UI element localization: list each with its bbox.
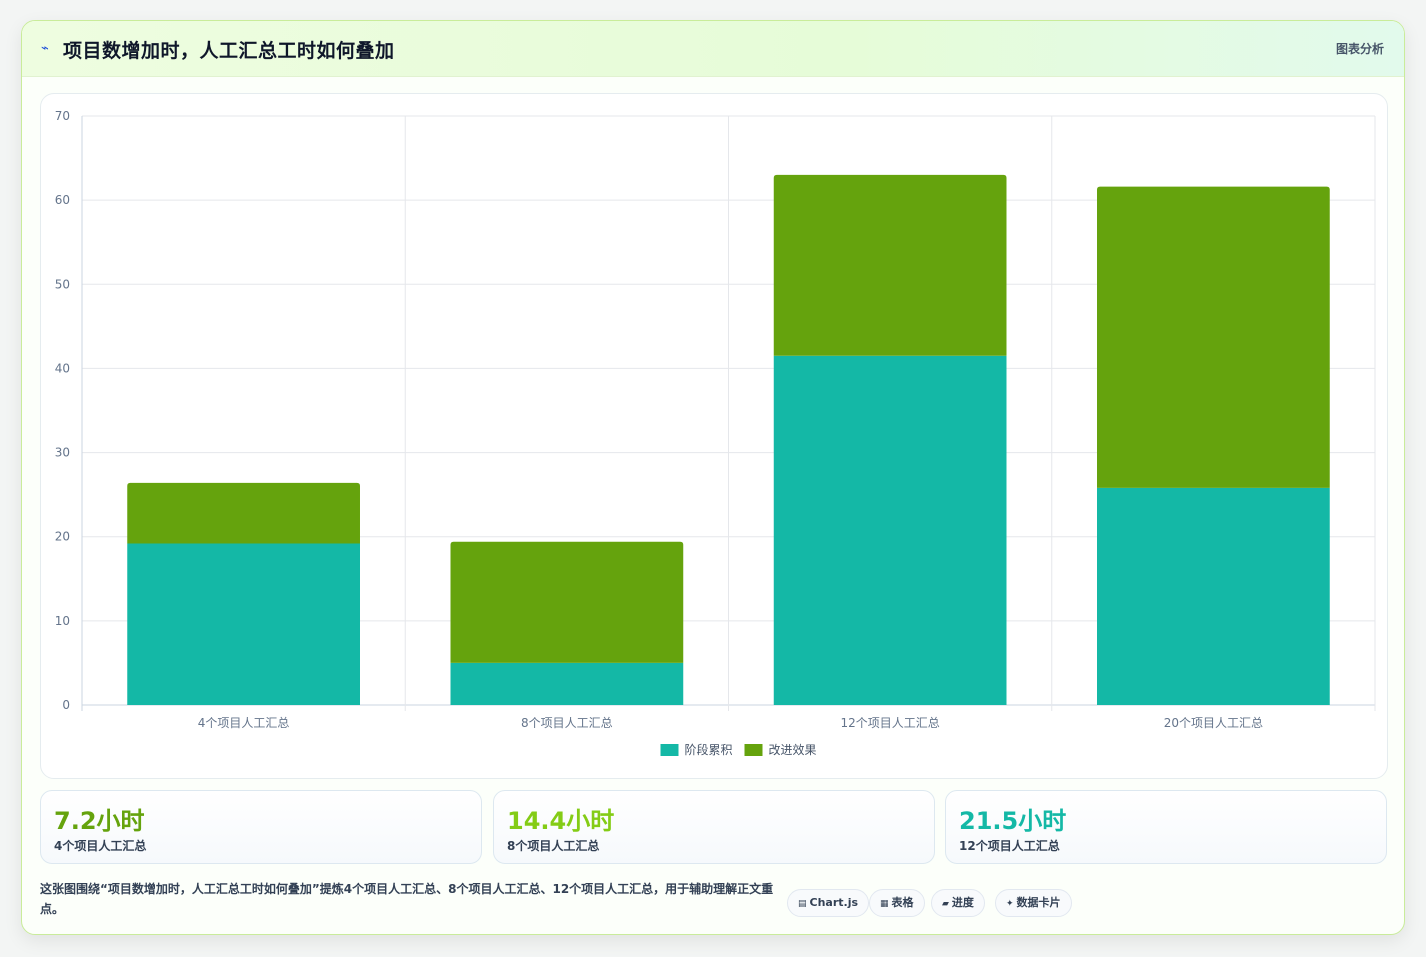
sparkle-icon: ✦ xyxy=(1006,899,1014,909)
x-tick-label: 20个项目人工汇总 xyxy=(1164,716,1263,730)
stat-label: 12个项目人工汇总 xyxy=(959,839,1060,853)
chart-icon: ▤ xyxy=(798,899,807,909)
card-header: ⌁ 项目数增加时，人工汇总工时如何叠加 图表分析 xyxy=(22,21,1404,77)
stat-value: 21.5小时 xyxy=(959,807,1067,835)
x-tick-label: 12个项目人工汇总 xyxy=(840,716,939,730)
bar-segment xyxy=(127,543,360,705)
legend-swatch xyxy=(744,744,763,756)
chip-data-cards[interactable]: ✦ 数据卡片 xyxy=(995,889,1072,917)
y-tick-label: 20 xyxy=(55,530,70,544)
page-title: 项目数增加时，人工汇总工时如何叠加 xyxy=(63,40,395,62)
chart-panel: 0 10 20 30 40 50 60 70 4个项目人工汇总 8个项目人工汇总 12个项目人工汇总… xyxy=(40,93,1388,779)
y-tick-label: 40 xyxy=(55,361,70,375)
chart-description: 这张图围绕“项目数增加时，人工汇总工时如何叠加”提炼4个项目人工汇总、8个项目人… xyxy=(40,882,774,916)
legend-swatch xyxy=(660,744,679,756)
bar-segment xyxy=(450,541,684,663)
stat-value: 14.4小时 xyxy=(507,807,615,835)
chart-card: ⌁ 项目数增加时，人工汇总工时如何叠加 图表分析 0 10 20 30 40 50 60 70… xyxy=(21,20,1405,935)
stat-card: 14.4小时 8个项目人工汇总 xyxy=(493,790,935,864)
y-tick-label: 10 xyxy=(55,614,70,628)
y-tick-label: 60 xyxy=(55,193,70,207)
stat-label: 4个项目人工汇总 xyxy=(54,839,147,853)
progress-icon: ▰ xyxy=(942,899,949,909)
chip-label: 数据卡片 xyxy=(1016,896,1061,909)
x-tick-label: 8个项目人工汇总 xyxy=(521,716,613,730)
legend-label: 阶段累积 xyxy=(685,742,733,757)
bar-segment xyxy=(773,355,1007,705)
chip-label: 表格 xyxy=(891,896,914,909)
y-tick-label: 70 xyxy=(55,109,70,123)
chip-label: 进度 xyxy=(951,896,974,909)
stat-card: 21.5小时 12个项目人工汇总 xyxy=(945,790,1387,864)
header-tag: 图表分析 xyxy=(1335,42,1384,56)
y-tick-label: 0 xyxy=(62,698,70,712)
x-tick-label: 4个项目人工汇总 xyxy=(198,716,290,730)
stats-row: 7.2小时 4个项目人工汇总 14.4小时 8个项目人工汇总 21.5小时 12… xyxy=(40,790,1388,864)
chip-label: Chart.js xyxy=(809,896,859,909)
bar-segment xyxy=(127,482,360,544)
legend-label: 改进效果 xyxy=(769,742,817,757)
chip-progress[interactable]: ▰ 进度 xyxy=(931,889,985,917)
bar-segment xyxy=(1097,487,1330,705)
bar-segment xyxy=(1097,186,1330,488)
stat-card: 7.2小时 4个项目人工汇总 xyxy=(40,790,482,864)
stat-value: 7.2小时 xyxy=(54,807,145,835)
table-icon: ▦ xyxy=(880,899,889,909)
y-tick-label: 50 xyxy=(55,277,70,291)
bar-segment xyxy=(450,662,684,705)
chip-table[interactable]: ▦ 表格 xyxy=(869,889,925,917)
y-tick-label: 30 xyxy=(55,446,70,460)
chart-line-icon: ⌁ xyxy=(41,41,49,56)
chip-chartjs[interactable]: ▤ Chart.js xyxy=(787,889,870,917)
bar-segment xyxy=(773,174,1007,356)
bar-chart: 0 10 20 30 40 50 60 70 4个项目人工汇总 8个项目人工汇总 12个项目人工汇总… xyxy=(55,109,1376,757)
stat-label: 8个项目人工汇总 xyxy=(507,839,600,853)
